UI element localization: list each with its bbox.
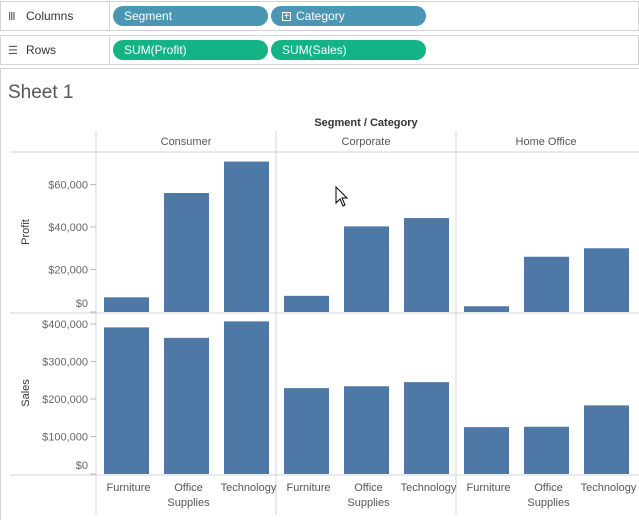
- mouse-cursor-icon: [335, 186, 349, 207]
- columns-icon: Ⅲ: [8, 10, 16, 23]
- rows-drop-area[interactable]: SUM(Profit) SUM(Sales): [110, 35, 639, 65]
- rows-shelf: ☰ Rows SUM(Profit) SUM(Sales): [0, 35, 639, 67]
- category-tick-label: Office: [354, 482, 383, 494]
- sales-tick-label: $200,000: [42, 394, 88, 406]
- profit-bar: [404, 218, 449, 312]
- category-tick-label: Technology: [221, 482, 277, 494]
- category-tick-label: Furniture: [286, 482, 330, 494]
- sales-bar: [224, 321, 269, 474]
- expand-plus-icon[interactable]: +: [282, 10, 291, 22]
- category-tick-label: Furniture: [106, 482, 150, 494]
- sales-tick-label: $400,000: [42, 319, 88, 331]
- profit-bar: [464, 306, 509, 312]
- header-title: Segment / Category: [314, 117, 418, 129]
- segment-header: Corporate: [342, 136, 391, 148]
- segment-pill-label: Segment: [124, 9, 173, 23]
- sales-bar: [524, 426, 569, 474]
- profit-tick-label: $40,000: [48, 222, 88, 234]
- segment-pill[interactable]: Segment: [113, 6, 268, 26]
- category-tick-label: Technology: [401, 482, 457, 494]
- profit-bar: [104, 297, 149, 312]
- columns-label-text: Columns: [26, 9, 74, 23]
- sales-bar: [404, 382, 449, 474]
- sum-sales-pill[interactable]: SUM(Sales): [271, 40, 426, 60]
- sales-bar: [164, 337, 209, 474]
- sum-sales-pill-label: SUM(Sales): [282, 43, 347, 57]
- profit-bar: [524, 256, 569, 312]
- sales-bar: [464, 427, 509, 474]
- category-tick-label: Supplies: [527, 497, 570, 509]
- category-tick-label: Office: [174, 482, 203, 494]
- sum-profit-pill[interactable]: SUM(Profit): [113, 40, 268, 60]
- sales-bar: [284, 388, 329, 474]
- category-tick-label: Supplies: [167, 497, 210, 509]
- category-pill[interactable]: + Category: [271, 6, 426, 26]
- profit-tick-label: $20,000: [48, 265, 88, 277]
- sales-bar: [344, 386, 389, 474]
- rows-icon: ☰: [8, 44, 18, 57]
- sheet-title: Sheet 1: [8, 82, 74, 103]
- profit-axis-label: Profit: [20, 219, 32, 245]
- category-pill-label: Category: [296, 9, 345, 23]
- profit-bar: [224, 161, 269, 312]
- sum-profit-pill-label: SUM(Profit): [124, 43, 187, 57]
- segment-header: Home Office: [516, 136, 577, 148]
- category-tick-label: Furniture: [466, 482, 510, 494]
- profit-bar: [284, 295, 329, 312]
- sales-tick-label: $300,000: [42, 357, 88, 369]
- sales-tick-label: $100,000: [42, 432, 88, 444]
- worksheet-view: [0, 68, 639, 520]
- profit-tick-label: $60,000: [48, 180, 88, 192]
- rows-label-text: Rows: [26, 43, 57, 57]
- category-tick-label: Supplies: [347, 497, 390, 509]
- rows-shelf-label: ☰ Rows: [0, 35, 110, 65]
- profit-bar: [164, 193, 209, 312]
- sales-bar: [584, 405, 629, 474]
- category-tick-label: Office: [534, 482, 563, 494]
- profit-tick-label: $0: [76, 298, 88, 310]
- columns-shelf: Ⅲ Columns Segment + Category: [0, 1, 639, 33]
- profit-bar: [584, 248, 629, 312]
- category-tick-label: Technology: [581, 482, 637, 494]
- profit-bar: [344, 226, 389, 312]
- columns-drop-area[interactable]: Segment + Category: [110, 1, 639, 31]
- segment-header: Consumer: [161, 136, 212, 148]
- sales-axis-label: Sales: [20, 379, 32, 407]
- sales-tick-label: $0: [76, 460, 88, 472]
- columns-shelf-label: Ⅲ Columns: [0, 1, 110, 31]
- sales-bar: [104, 327, 149, 474]
